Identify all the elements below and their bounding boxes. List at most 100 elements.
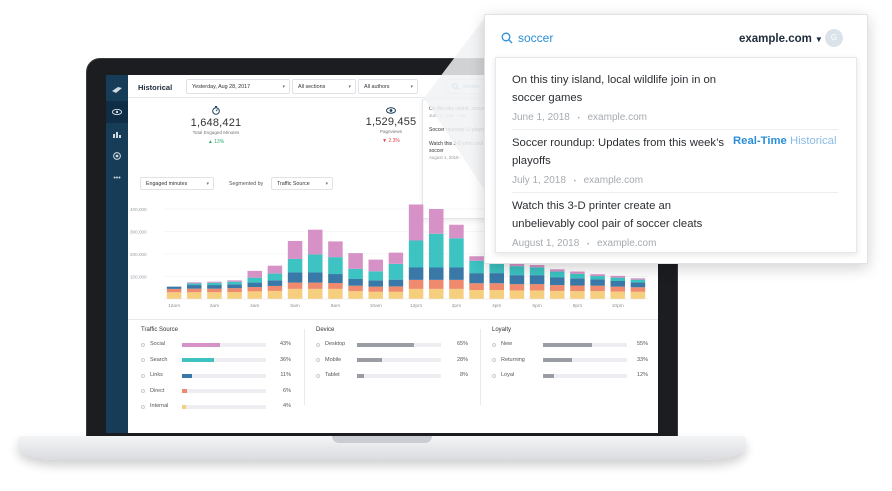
breakdown-row[interactable]: Direct 6% bbox=[141, 388, 293, 404]
bar-segment-links[interactable] bbox=[449, 267, 464, 280]
realtime-link[interactable]: Real-Time bbox=[733, 135, 787, 147]
bar-segment-social[interactable] bbox=[408, 204, 424, 241]
bar-segment-search[interactable] bbox=[610, 277, 626, 282]
bar-segment-internal[interactable] bbox=[570, 291, 585, 300]
bar-segment-links[interactable] bbox=[348, 278, 363, 286]
bar-segment-internal[interactable] bbox=[449, 288, 464, 300]
bar-segment-search[interactable] bbox=[549, 271, 565, 278]
bar-segment-social[interactable] bbox=[610, 275, 626, 278]
radio-dot-icon[interactable] bbox=[141, 342, 145, 347]
bar-segment-internal[interactable] bbox=[267, 290, 283, 299]
bar-segment-search[interactable] bbox=[630, 279, 646, 283]
bar-segment-search[interactable] bbox=[570, 273, 585, 279]
breakdown-row[interactable]: Links 11% bbox=[141, 372, 293, 388]
bar-segment-internal[interactable] bbox=[469, 290, 484, 299]
bar-segment-links[interactable] bbox=[630, 282, 646, 288]
bar-segment-links[interactable] bbox=[328, 274, 343, 284]
bar-segment-internal[interactable] bbox=[489, 290, 505, 299]
bar-segment-direct[interactable] bbox=[247, 287, 263, 292]
bar-segment-search[interactable] bbox=[590, 276, 605, 280]
bar-segment-links[interactable] bbox=[529, 275, 545, 285]
bar-segment-social[interactable] bbox=[287, 240, 303, 259]
bar-segment-social[interactable] bbox=[368, 259, 384, 272]
bar-segment-links[interactable] bbox=[247, 282, 263, 288]
metric-select[interactable]: Engaged minutes ▾ bbox=[140, 177, 214, 190]
bar-segment-search[interactable] bbox=[529, 267, 545, 276]
bar-segment-direct[interactable] bbox=[509, 284, 525, 291]
bar-segment-direct[interactable] bbox=[227, 288, 242, 293]
radio-dot-icon[interactable] bbox=[492, 358, 496, 362]
bar-segment-social[interactable] bbox=[388, 252, 404, 264]
radio-dot-icon[interactable] bbox=[141, 373, 145, 378]
bar-segment-direct[interactable] bbox=[570, 285, 585, 292]
bar-segment-internal[interactable] bbox=[630, 291, 646, 299]
bar-segment-links[interactable] bbox=[207, 285, 222, 289]
radio-dot-icon[interactable] bbox=[316, 342, 320, 347]
bar-segment-internal[interactable] bbox=[166, 292, 182, 299]
breakdown-row[interactable]: Desktop 65% bbox=[316, 341, 470, 357]
bar-segment-internal[interactable] bbox=[388, 291, 404, 299]
bar-segment-direct[interactable] bbox=[428, 279, 444, 289]
bar-segment-internal[interactable] bbox=[227, 292, 242, 299]
bar-segment-social[interactable] bbox=[549, 269, 565, 272]
bar-segment-social[interactable] bbox=[227, 280, 242, 282]
breakdown-row[interactable]: Returning 33% bbox=[492, 357, 648, 373]
bar-segment-search[interactable] bbox=[267, 273, 283, 281]
bar-segment-links[interactable] bbox=[267, 280, 283, 286]
bar-segment-direct[interactable] bbox=[610, 286, 626, 292]
bar-segment-links[interactable] bbox=[610, 281, 626, 287]
bar-segment-internal[interactable] bbox=[348, 291, 363, 300]
radio-dot-icon[interactable] bbox=[141, 389, 145, 393]
bar-segment-direct[interactable] bbox=[469, 283, 484, 290]
bar-segment-links[interactable] bbox=[227, 284, 242, 289]
bar-segment-social[interactable] bbox=[207, 281, 222, 283]
radio-dot-icon[interactable] bbox=[316, 358, 320, 362]
bar-segment-links[interactable] bbox=[489, 273, 505, 284]
bar-segment-direct[interactable] bbox=[449, 279, 464, 289]
bar-segment-links[interactable] bbox=[368, 280, 384, 287]
bar-segment-direct[interactable] bbox=[307, 282, 323, 289]
bar-segment-social[interactable] bbox=[529, 265, 545, 268]
bar-segment-internal[interactable] bbox=[328, 288, 343, 300]
bar-segment-search[interactable] bbox=[328, 257, 343, 275]
bar-segment-direct[interactable] bbox=[267, 285, 283, 291]
bar-segment-internal[interactable] bbox=[287, 288, 303, 300]
bar-segment-search[interactable] bbox=[408, 240, 424, 268]
breakdown-row[interactable]: Social 43% bbox=[141, 341, 293, 357]
radio-dot-icon[interactable] bbox=[141, 358, 145, 362]
bar-segment-social[interactable] bbox=[328, 241, 343, 258]
bar-segment-search[interactable] bbox=[227, 281, 242, 285]
bar-segment-direct[interactable] bbox=[348, 285, 363, 292]
bar-segment-social[interactable] bbox=[247, 270, 263, 278]
bar-segment-direct[interactable] bbox=[549, 285, 565, 291]
bar-segment-internal[interactable] bbox=[307, 288, 323, 300]
bar-segment-search[interactable] bbox=[307, 254, 323, 273]
breakdown-row[interactable]: New 55% bbox=[492, 341, 648, 357]
bar-segment-direct[interactable] bbox=[287, 282, 303, 289]
breakdown-row[interactable]: Internal 4% bbox=[141, 403, 293, 419]
bar-segment-search[interactable] bbox=[186, 283, 202, 286]
bar-segment-search[interactable] bbox=[428, 233, 444, 268]
bar-segment-search[interactable] bbox=[449, 238, 464, 268]
bar-segment-internal[interactable] bbox=[428, 288, 444, 300]
bar-segment-direct[interactable] bbox=[630, 287, 646, 292]
bar-segment-direct[interactable] bbox=[529, 284, 545, 291]
bar-segment-search[interactable] bbox=[469, 260, 484, 274]
bar-chart-icon[interactable] bbox=[106, 123, 128, 145]
radio-dot-icon[interactable] bbox=[141, 404, 145, 409]
bar-segment-links[interactable] bbox=[166, 286, 182, 289]
bar-segment-search[interactable] bbox=[207, 282, 222, 286]
bar-segment-links[interactable] bbox=[469, 273, 484, 284]
bar-segment-internal[interactable] bbox=[408, 288, 424, 300]
bar-segment-internal[interactable] bbox=[610, 291, 626, 299]
radio-dot-icon[interactable] bbox=[492, 373, 496, 378]
domain-select[interactable]: example.com ▼ bbox=[739, 33, 823, 45]
bar-segment-links[interactable] bbox=[408, 267, 424, 280]
breakdown-row[interactable]: Loyal 12% bbox=[492, 372, 648, 388]
bar-segment-internal[interactable] bbox=[247, 291, 263, 299]
bar-segment-direct[interactable] bbox=[408, 279, 424, 289]
bar-segment-links[interactable] bbox=[509, 275, 525, 285]
popover-search-input[interactable]: soccer bbox=[501, 31, 553, 45]
authors-select[interactable]: All authors ▾ bbox=[358, 79, 418, 94]
bar-segment-search[interactable] bbox=[388, 263, 404, 280]
